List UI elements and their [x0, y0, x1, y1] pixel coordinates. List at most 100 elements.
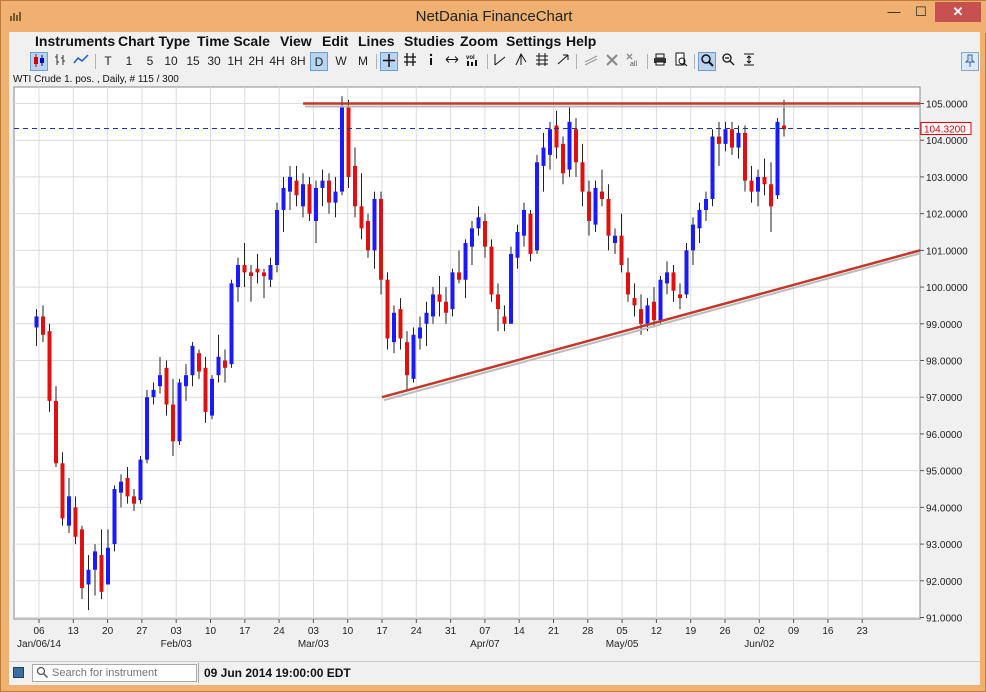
y-tick-label: 97.0000 — [926, 393, 963, 404]
candle-body — [509, 254, 513, 324]
candle-body — [600, 191, 604, 199]
info-icon[interactable] — [422, 52, 440, 71]
x-tick-label: 09 — [788, 626, 800, 637]
candle-body — [704, 198, 708, 210]
candle-body — [405, 342, 409, 376]
minimize-button[interactable]: — — [887, 4, 901, 19]
candlestick-chart-icon[interactable] — [30, 52, 48, 71]
crosshair-icon[interactable] — [380, 52, 398, 71]
candle-body — [756, 176, 760, 192]
menu-edit[interactable]: Edit — [322, 33, 349, 49]
candle-body — [418, 327, 422, 339]
fit-to-screen-icon[interactable] — [740, 52, 758, 71]
candle-body — [171, 404, 175, 442]
print-preview-icon[interactable] — [672, 52, 690, 71]
candle-body — [723, 129, 728, 144]
timescale-monthly[interactable]: M — [358, 54, 368, 68]
candle-body — [444, 301, 448, 313]
candle-body — [496, 294, 500, 310]
menu-instruments[interactable]: Instruments — [35, 33, 116, 49]
zoom-icon[interactable] — [698, 52, 716, 71]
x-tick-label: 13 — [68, 626, 80, 637]
y-tick-label: 93.0000 — [926, 540, 963, 551]
timescale-8h[interactable]: 8H — [290, 54, 306, 68]
price-chart[interactable]: 91.0000 92.0000 93.0000 94.0000 95.0000 96.00… — [9, 82, 980, 660]
menu-studies[interactable]: Studies — [404, 33, 455, 49]
candle-body — [567, 121, 572, 170]
volume-icon[interactable]: vol — [464, 52, 482, 71]
plot-area — [13, 86, 921, 620]
arrow-tool-icon[interactable] — [554, 52, 572, 71]
timescale-weekly[interactable]: W — [335, 54, 347, 68]
x-month-label: Mar/03 — [298, 639, 330, 650]
candle-body — [99, 555, 104, 592]
menu-time-scale[interactable]: Time Scale — [197, 33, 270, 49]
menu-help[interactable]: Help — [566, 33, 597, 49]
candle-body — [333, 191, 338, 203]
menu-lines[interactable]: Lines — [358, 33, 395, 49]
candle-body — [379, 198, 383, 280]
line-chart-icon[interactable] — [72, 52, 90, 71]
y-tick-label: 91.0000 — [926, 614, 963, 625]
delete-lines-icon[interactable] — [582, 52, 600, 71]
x-tick-label: 27 — [136, 626, 148, 637]
delete-all-icon[interactable]: all — [624, 52, 642, 71]
candle-body — [223, 360, 227, 368]
candle-body — [366, 220, 370, 251]
candle-body — [619, 235, 624, 266]
candle-body — [528, 213, 533, 255]
pin-icon[interactable] — [961, 52, 979, 71]
status-datetime: 09 Jun 2014 19:00:00 EDT — [204, 666, 351, 680]
horizontal-arrows-icon[interactable] — [443, 52, 461, 71]
candle-body — [190, 345, 195, 376]
candle-body — [613, 235, 617, 244]
timescale-10min[interactable]: 10 — [164, 54, 178, 68]
search-box[interactable] — [32, 664, 197, 682]
maximize-button[interactable]: ☐ — [915, 4, 927, 19]
menu-chart-type[interactable]: Chart Type — [118, 33, 191, 49]
delete-icon[interactable] — [603, 52, 621, 71]
close-button[interactable]: ✕ — [935, 2, 981, 22]
ray-line-icon[interactable] — [512, 52, 530, 71]
candle-body — [502, 316, 507, 324]
candle-body — [431, 294, 435, 317]
timescale-30min[interactable]: 30 — [207, 54, 221, 68]
candle-body — [138, 459, 143, 501]
fibonacci-icon[interactable] — [533, 52, 551, 71]
print-icon[interactable] — [651, 52, 669, 71]
timescale-4h[interactable]: 4H — [269, 54, 285, 68]
candle-body — [489, 246, 494, 295]
timescale-2h[interactable]: 2H — [248, 54, 264, 68]
x-tick-label: 19 — [685, 626, 697, 637]
candle-body — [457, 272, 461, 280]
title-bar[interactable]: NetDania FinanceChart — ☐ ✕ — [1, 1, 986, 33]
timescale-daily[interactable]: D — [310, 52, 328, 71]
search-input[interactable] — [52, 666, 192, 680]
timescale-1min[interactable]: 1 — [125, 54, 133, 68]
menu-zoom[interactable]: Zoom — [460, 33, 499, 49]
candle-body — [288, 176, 292, 192]
timescale-1h[interactable]: 1H — [227, 54, 243, 68]
x-tick-label: 14 — [514, 626, 526, 637]
zoom-out-icon[interactable] — [719, 52, 737, 71]
candle-body — [658, 279, 663, 321]
candle-body — [372, 198, 377, 251]
x-tick-label: 05 — [617, 626, 629, 637]
candle-body — [730, 129, 734, 148]
candle-body — [67, 496, 71, 526]
candle-body — [437, 294, 442, 302]
menu-settings[interactable]: Settings — [506, 33, 562, 49]
timescale-15min[interactable]: 15 — [186, 54, 200, 68]
trendline-icon[interactable] — [491, 52, 509, 71]
y-tick-label: 103.0000 — [926, 173, 968, 184]
x-tick-label: 07 — [479, 626, 491, 637]
menu-view[interactable]: View — [280, 33, 312, 49]
candle-body — [307, 184, 312, 214]
x-month-label: Apr/07 — [470, 639, 500, 650]
ohlc-bar-chart-icon[interactable] — [51, 52, 69, 71]
grid-icon[interactable] — [401, 52, 419, 71]
timescale-tick[interactable]: T — [104, 54, 112, 68]
candle-body — [561, 143, 565, 174]
candle-body — [184, 375, 188, 387]
timescale-5min[interactable]: 5 — [146, 54, 154, 68]
